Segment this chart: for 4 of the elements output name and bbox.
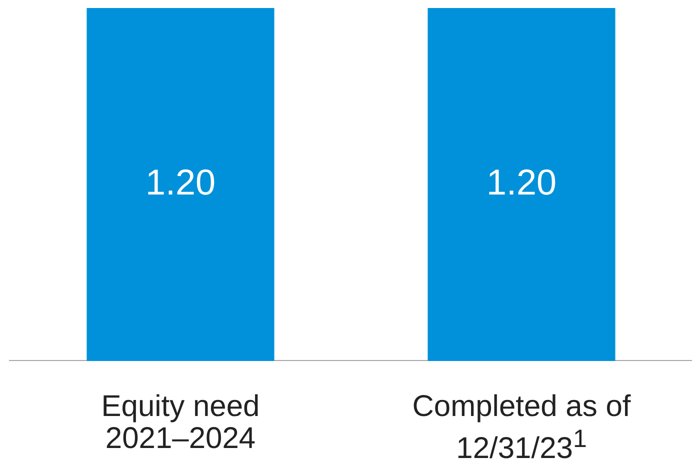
x-tick-label: Equity need 2021–2024 bbox=[100, 390, 261, 455]
data-label: 1.20 bbox=[486, 161, 557, 202]
data-label: 1.20 bbox=[145, 161, 216, 202]
x-tick-label: Completed as of 12/31/23$^{1}$ bbox=[411, 390, 632, 461]
